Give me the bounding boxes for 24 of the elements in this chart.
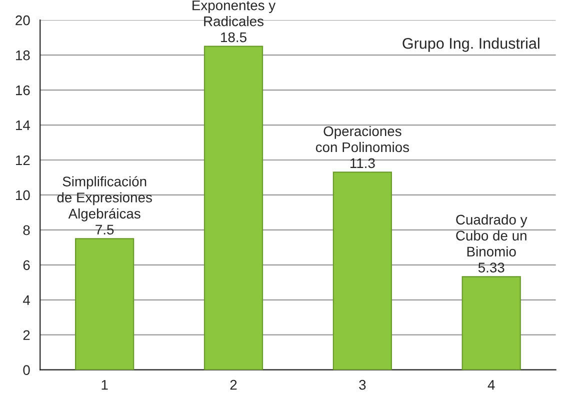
y-tick-label: 12	[16, 155, 30, 166]
bar	[332, 172, 392, 370]
data-label: Simplificación de Expresiones Algebráicas 7.5	[57, 176, 152, 235]
y-tick-label: 4	[22, 295, 30, 305]
y-tick-label: 6	[23, 260, 30, 270]
y-tick-label: 16	[16, 85, 30, 96]
bar	[204, 46, 264, 370]
y-tick-label: 8	[23, 225, 30, 236]
y-tick-label: 14	[16, 120, 30, 130]
bar	[75, 238, 134, 370]
y-tick-label: 10	[16, 190, 30, 200]
x-tick-label: 4	[488, 380, 495, 390]
x-tick-label: 2	[230, 380, 237, 390]
annotation: Grupo Ing. Industrial	[402, 38, 540, 52]
data-label: Cuadrado y Cubo de un Binomio 5.33	[456, 214, 528, 272]
y-tick-label: 0	[23, 365, 30, 376]
x-tick-label: 1	[102, 380, 108, 390]
y-tick-label: 2	[23, 330, 30, 340]
data-label: Operaciones con Polinomios 11.3	[316, 126, 410, 168]
data-label: Exponentes y Radicales 18.5	[192, 0, 276, 42]
y-tick-label: 20	[16, 15, 30, 26]
x-tick-label: 3	[359, 380, 366, 390]
y-tick-label: 18	[16, 50, 30, 60]
bar	[462, 276, 521, 370]
